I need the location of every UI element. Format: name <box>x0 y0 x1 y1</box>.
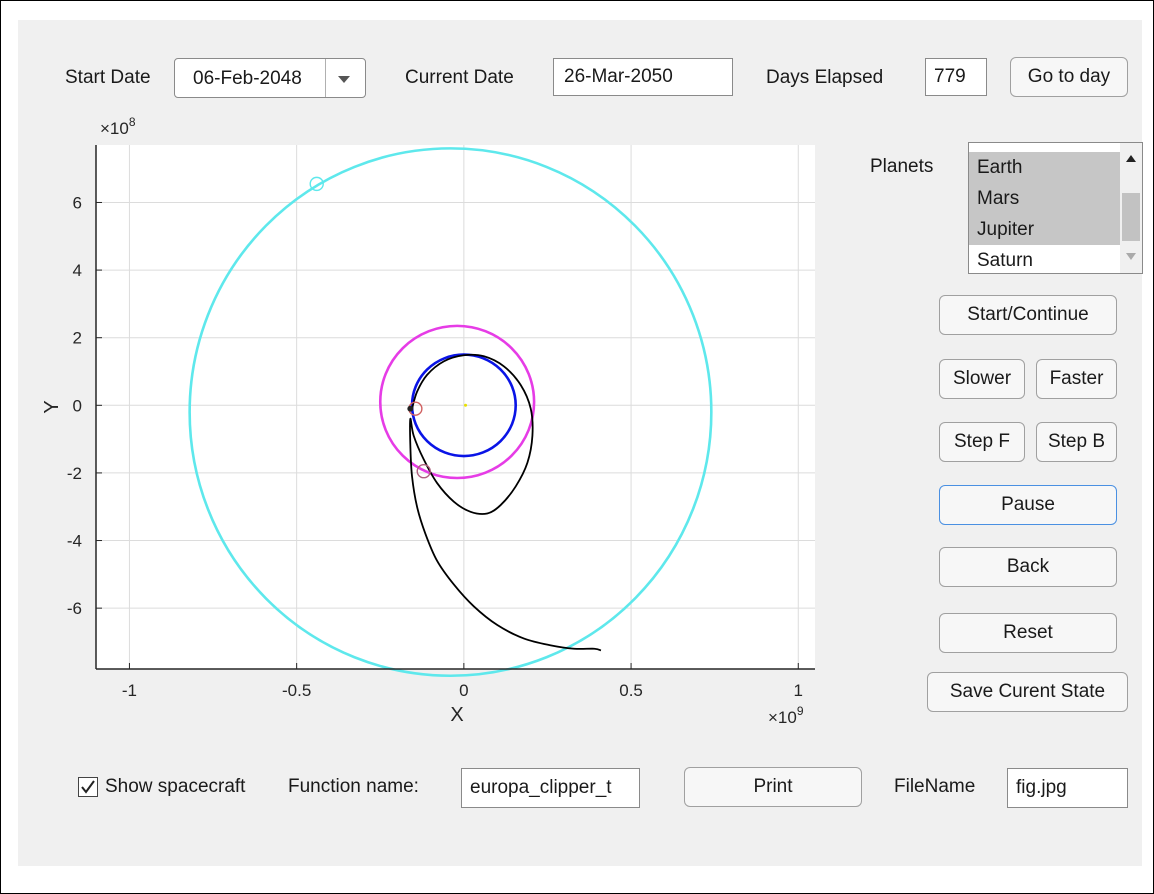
back-button[interactable]: Back <box>939 547 1117 587</box>
start-date-dropdown[interactable]: 06-Feb-2048 <box>174 58 366 98</box>
chevron-down-icon[interactable] <box>335 73 355 85</box>
x-tick-label: -0.5 <box>282 681 311 700</box>
start-date-label: Start Date <box>65 67 151 88</box>
x-exponent-label: ×109 <box>768 704 804 727</box>
planet-item-jupiter[interactable]: Jupiter <box>969 214 1142 245</box>
days-elapsed-field[interactable]: 779 <box>925 58 987 96</box>
planet-marker <box>309 176 324 192</box>
planets-items: Earth Mars Jupiter Saturn <box>969 143 1142 273</box>
print-button[interactable]: Print <box>684 767 862 807</box>
save-state-button[interactable]: Save Curent State <box>927 672 1128 712</box>
planet-item-earth[interactable]: Earth <box>969 152 1142 183</box>
step-back-button[interactable]: Step B <box>1036 422 1117 462</box>
go-to-day-button[interactable]: Go to day <box>1010 57 1128 97</box>
current-date-label: Current Date <box>405 67 514 88</box>
y-exponent-base: ×10 <box>100 119 129 138</box>
y-exponent-power: 8 <box>129 115 136 129</box>
spacecraft-marker <box>407 405 414 412</box>
x-exponent-base: ×10 <box>768 708 797 727</box>
show-spacecraft-label: Show spacecraft <box>105 776 246 797</box>
x-tick-label: 0 <box>459 681 468 700</box>
y-tick-label: 0 <box>73 396 82 415</box>
y-tick-label: 4 <box>73 261 82 280</box>
y-tick-label: -2 <box>67 464 82 483</box>
scroll-down-icon[interactable] <box>1125 251 1137 261</box>
reset-button[interactable]: Reset <box>939 613 1117 653</box>
planet-item-saturn[interactable]: Saturn <box>977 250 1033 271</box>
filename-field[interactable]: fig.jpg <box>1007 768 1128 808</box>
start-continue-button[interactable]: Start/Continue <box>939 295 1117 335</box>
faster-button[interactable]: Faster <box>1036 359 1117 399</box>
pause-button[interactable]: Pause <box>939 485 1117 525</box>
y-tick-label: 6 <box>73 193 82 212</box>
x-tick-label: 0.5 <box>619 681 643 700</box>
filename-label: FileName <box>894 776 976 797</box>
y-tick-label: -6 <box>67 599 82 618</box>
planet-item-mars[interactable]: Mars <box>969 183 1142 214</box>
grid-lines <box>96 145 815 669</box>
y-axis-label: Y <box>41 400 63 413</box>
markers-group <box>309 176 468 479</box>
x-exponent-power: 9 <box>797 704 804 718</box>
mars-orbit <box>378 324 536 480</box>
planets-label: Planets <box>870 156 934 177</box>
ticks-group: -1 -0.5 0 0.5 1 -6 -4 -2 0 2 4 6 <box>67 193 803 700</box>
y-exponent-label: ×108 <box>100 115 136 138</box>
scroll-up-icon[interactable] <box>1125 153 1137 163</box>
y-tick-label: 2 <box>73 329 82 348</box>
current-date-field[interactable]: 26-Mar-2050 <box>553 58 733 96</box>
jupiter-orbit <box>188 147 713 678</box>
plot-area <box>96 145 815 669</box>
start-date-value: 06-Feb-2048 <box>193 68 302 89</box>
y-tick-label: -4 <box>67 532 82 551</box>
checkmark-icon <box>81 780 95 794</box>
dropdown-divider <box>325 59 326 97</box>
days-elapsed-label: Days Elapsed <box>766 67 884 88</box>
x-tick-label: -1 <box>122 681 137 700</box>
scroll-thumb[interactable] <box>1122 193 1140 241</box>
function-name-field[interactable]: europa_clipper_t <box>461 768 640 808</box>
slower-button[interactable]: Slower <box>939 359 1025 399</box>
planets-scrollbar[interactable] <box>1120 143 1142 273</box>
planet-marker <box>416 464 431 479</box>
spacecraft-trajectory <box>409 353 602 652</box>
sun-marker <box>464 403 468 407</box>
planets-listbox[interactable]: Earth Mars Jupiter Saturn <box>968 142 1143 274</box>
function-name-label: Function name: <box>288 776 419 797</box>
step-forward-button[interactable]: Step F <box>939 422 1025 462</box>
x-axis-label: X <box>450 704 463 726</box>
show-spacecraft-checkbox[interactable] <box>78 777 98 797</box>
x-tick-label: 1 <box>794 681 803 700</box>
